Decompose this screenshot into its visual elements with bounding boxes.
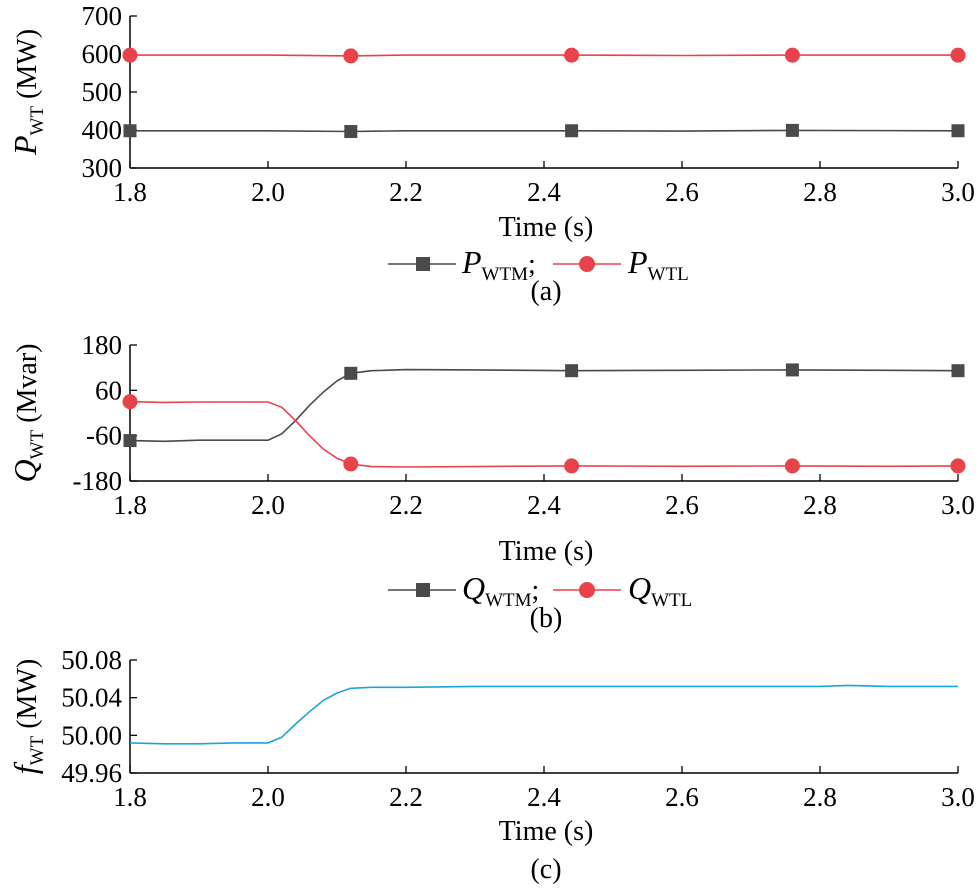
series-line-P_WTL <box>130 54 958 57</box>
data-point-Q_WTM <box>785 363 799 377</box>
y-tick-label: 300 <box>82 153 123 183</box>
data-point-Q_WTL <box>122 394 138 410</box>
chart-panel-1: 1.8 2.0 2.2 2.4 2.6 2.8 3.0 300 400 500 600 700 Time… <box>7 1 975 307</box>
y-tick-label: 500 <box>82 77 123 107</box>
x-tick-label: 3.0 <box>941 177 975 207</box>
legend-label-Q_WTL: QWTL <box>628 570 692 611</box>
y-axis-label: PWT (MW) <box>7 29 48 156</box>
legend: QWTM; QWTL <box>388 570 692 611</box>
x-tick-label: 3.0 <box>941 490 975 520</box>
data-point-P_WTL <box>950 47 966 63</box>
x-tick-label: 2.0 <box>251 177 285 207</box>
x-tick-label: 2.0 <box>251 490 285 520</box>
legend-label-Q_WTM: QWTM; <box>462 570 539 611</box>
data-point-P_WTM <box>123 124 137 138</box>
x-tick-label: 2.2 <box>389 782 423 812</box>
x-tick-label: 3.0 <box>941 782 975 812</box>
x-tick-label: 2.8 <box>803 782 837 812</box>
series-line-Q_WTM <box>129 368 959 443</box>
y-tick-label: 180 <box>82 330 123 360</box>
y-tick-label: 49.96 <box>61 758 122 788</box>
y-tick-label: 600 <box>82 39 123 69</box>
x-tick-label: 1.8 <box>113 490 147 520</box>
data-point-Q_WTM <box>344 366 358 380</box>
x-tick-label: 2.8 <box>803 490 837 520</box>
panel-label: (b) <box>530 603 563 634</box>
x-tick-label: 2.4 <box>527 782 561 812</box>
data-point-P_WTM <box>344 125 358 139</box>
data-point-Q_WTL <box>564 458 580 474</box>
data-point-P_WTL <box>343 48 359 64</box>
y-tick-label: -60 <box>86 421 122 451</box>
series-line-Q_WTL <box>129 400 959 468</box>
x-tick-label: 1.8 <box>113 782 147 812</box>
chart-panel-2: 1.8 2.0 2.2 2.4 2.6 2.8 3.0 -180 -60 60 180 Time (s… <box>7 330 975 634</box>
data-point-P_WTL <box>122 47 138 63</box>
x-axis-label: Time (s) <box>499 212 594 243</box>
legend-label-P_WTL: PWTL <box>627 244 689 285</box>
x-tick-label: 2.2 <box>389 177 423 207</box>
data-point-P_WTM <box>565 124 579 138</box>
series-line-f_WT <box>129 684 958 745</box>
data-point-Q_WTM <box>123 434 137 448</box>
data-point-P_WTM <box>785 123 799 137</box>
x-tick-label: 2.4 <box>527 177 561 207</box>
y-axis-label: fWT (MW) <box>7 659 48 774</box>
series-line-P_WTM <box>130 129 959 133</box>
legend: PWTM; PWTL <box>388 244 689 285</box>
x-tick-label: 2.2 <box>389 490 423 520</box>
x-tick-label: 2.0 <box>251 782 285 812</box>
legend-marker-Q_WTL <box>579 582 595 598</box>
y-tick-label: 50.04 <box>61 683 122 713</box>
data-point-Q_WTL <box>950 458 966 474</box>
data-point-Q_WTL <box>343 456 359 472</box>
y-tick-label: 50.08 <box>61 645 122 675</box>
legend-marker-Q_WTM <box>416 583 430 597</box>
data-point-P_WTL <box>784 47 800 63</box>
y-tick-label: 50.00 <box>61 720 122 750</box>
x-tick-label: 2.6 <box>665 782 699 812</box>
y-tick-label: 60 <box>95 375 122 405</box>
data-point-P_WTL <box>564 47 580 63</box>
legend-marker-P_WTM <box>416 257 430 271</box>
data-point-Q_WTL <box>784 458 800 474</box>
panel-label: (a) <box>530 276 561 307</box>
x-tick-label: 2.6 <box>665 490 699 520</box>
legend-marker-P_WTL <box>579 256 595 272</box>
x-tick-label: 2.8 <box>803 177 837 207</box>
x-axis-label: Time (s) <box>499 816 594 847</box>
y-tick-label: 700 <box>82 1 123 31</box>
data-point-Q_WTM <box>565 364 579 378</box>
y-tick-label: 400 <box>82 115 123 145</box>
legend-label-P_WTM: PWTM; <box>461 244 536 285</box>
x-tick-label: 1.8 <box>113 177 147 207</box>
y-axis-label: QWT (Mvar) <box>7 344 48 483</box>
data-point-P_WTM <box>951 124 965 138</box>
data-point-Q_WTM <box>951 364 965 378</box>
panel-label: (c) <box>530 854 561 885</box>
y-tick-label: -180 <box>73 466 123 496</box>
chart-panel-3: 1.8 2.0 2.2 2.4 2.6 2.8 3.0 49.96 50.00 50.04 50.0… <box>7 645 975 885</box>
x-tick-label: 2.4 <box>527 490 561 520</box>
x-tick-label: 2.6 <box>665 177 699 207</box>
x-axis-label: Time (s) <box>499 536 594 567</box>
